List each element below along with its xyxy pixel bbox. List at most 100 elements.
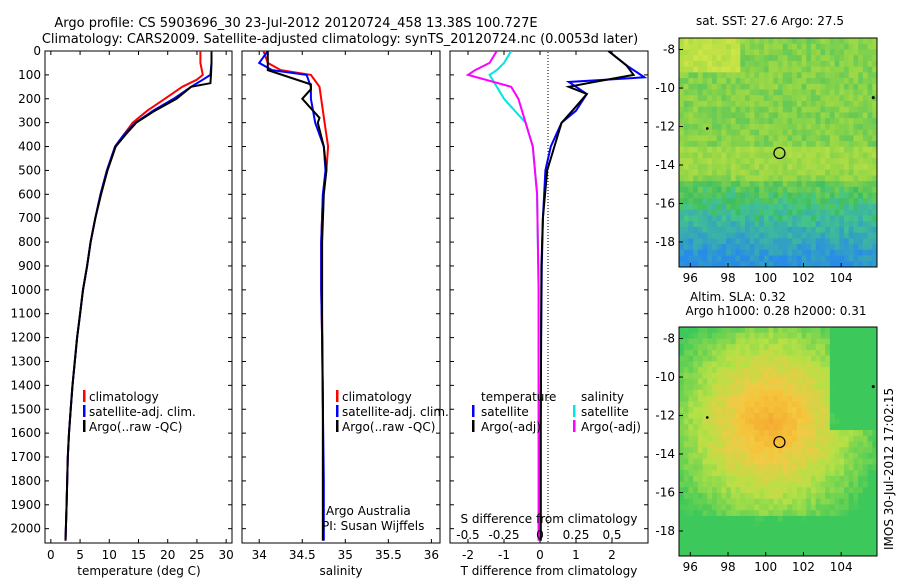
- map-cell: [872, 226, 878, 234]
- map-cell: [848, 544, 854, 551]
- map-cell: [688, 89, 694, 96]
- map-cell: [787, 43, 793, 50]
- map-cell: [806, 487, 812, 494]
- map-cell: [730, 327, 736, 334]
- map-cell: [778, 430, 784, 437]
- map-cell: [726, 332, 732, 339]
- map-cell: [872, 89, 878, 96]
- map-y-tick-label: -18: [655, 524, 675, 538]
- map-cell: [829, 349, 835, 357]
- map-cell: [754, 521, 760, 528]
- map-cell: [853, 458, 859, 465]
- map-cell: [792, 435, 798, 442]
- map-cell: [773, 221, 779, 228]
- map-cell: [796, 100, 802, 108]
- map-cell: [721, 544, 727, 551]
- map-cell: [839, 389, 845, 397]
- map-cell: [872, 412, 878, 420]
- map-cell: [806, 226, 812, 234]
- map-cell: [839, 49, 845, 56]
- map-cell: [730, 430, 736, 437]
- map-cell: [735, 504, 741, 511]
- map-cell: [679, 401, 685, 408]
- map-cell: [858, 123, 864, 131]
- map-cell: [683, 510, 689, 517]
- map-cell: [712, 441, 718, 448]
- map-cell: [749, 521, 755, 528]
- map-cell: [806, 395, 812, 402]
- map-cell: [730, 204, 736, 211]
- map-cell: [801, 332, 807, 339]
- map-cell: [773, 458, 779, 465]
- map-cell: [726, 378, 732, 385]
- map-cell: [787, 498, 793, 505]
- map-cell: [844, 106, 850, 113]
- map-cell: [796, 169, 802, 176]
- map-cell: [801, 418, 807, 425]
- map-cell: [688, 327, 694, 334]
- map-cell: [858, 430, 864, 437]
- map-cell: [796, 255, 802, 262]
- map-cell: [825, 118, 831, 125]
- map-cell: [820, 55, 826, 62]
- map-cell: [759, 141, 765, 148]
- map-cell: [782, 198, 788, 205]
- map-cell: [806, 332, 812, 339]
- map-cell: [773, 493, 779, 500]
- map-cell: [712, 533, 718, 540]
- map-cell: [721, 361, 727, 368]
- map-cell: [726, 344, 732, 351]
- map-cell: [773, 349, 779, 357]
- map-cell: [806, 458, 812, 465]
- map-cell: [721, 344, 727, 351]
- map-cell: [872, 249, 878, 256]
- map-cell: [834, 66, 840, 73]
- map-cell: [787, 129, 793, 136]
- map-cell: [683, 135, 689, 142]
- map-cell: [811, 458, 817, 465]
- map-cell: [697, 441, 703, 448]
- map-cell: [745, 493, 751, 500]
- map-cell: [754, 447, 760, 454]
- map-cell: [721, 418, 727, 425]
- map-cell: [735, 106, 741, 113]
- map-cell: [745, 60, 751, 68]
- map-cell: [792, 146, 798, 153]
- map-cell: [778, 221, 784, 228]
- map-cell: [862, 401, 868, 408]
- map-cell: [754, 181, 760, 188]
- map-cell: [787, 430, 793, 437]
- map-cell: [754, 538, 760, 545]
- map-cell: [806, 475, 812, 482]
- map-cell: [782, 349, 788, 357]
- map-cell: [716, 493, 722, 500]
- map-cell: [853, 118, 859, 125]
- map-cell: [839, 72, 845, 79]
- map-cell: [740, 163, 746, 171]
- map-cell: [716, 95, 722, 102]
- map-cell: [801, 338, 807, 345]
- map-cell: [839, 378, 845, 385]
- map-cell: [867, 355, 873, 362]
- map-cell: [707, 452, 713, 460]
- map-cell: [792, 510, 798, 517]
- map-cell: [811, 355, 817, 362]
- map-cell: [688, 123, 694, 131]
- map-cell: [716, 66, 722, 73]
- map-cell: [834, 487, 840, 494]
- map-cell: [693, 372, 699, 379]
- map-cell: [735, 475, 741, 482]
- map-cell: [867, 475, 873, 482]
- map-cell: [768, 355, 774, 362]
- x-tick-label: 2: [608, 548, 616, 562]
- map-cell: [858, 158, 864, 165]
- map-cell: [716, 198, 722, 205]
- map-cell: [683, 123, 689, 131]
- map-cell: [688, 367, 694, 374]
- map-cell: [712, 100, 718, 108]
- map-cell: [754, 349, 760, 357]
- map-cell: [867, 430, 873, 437]
- map-cell: [820, 60, 826, 68]
- map-cell: [829, 515, 835, 523]
